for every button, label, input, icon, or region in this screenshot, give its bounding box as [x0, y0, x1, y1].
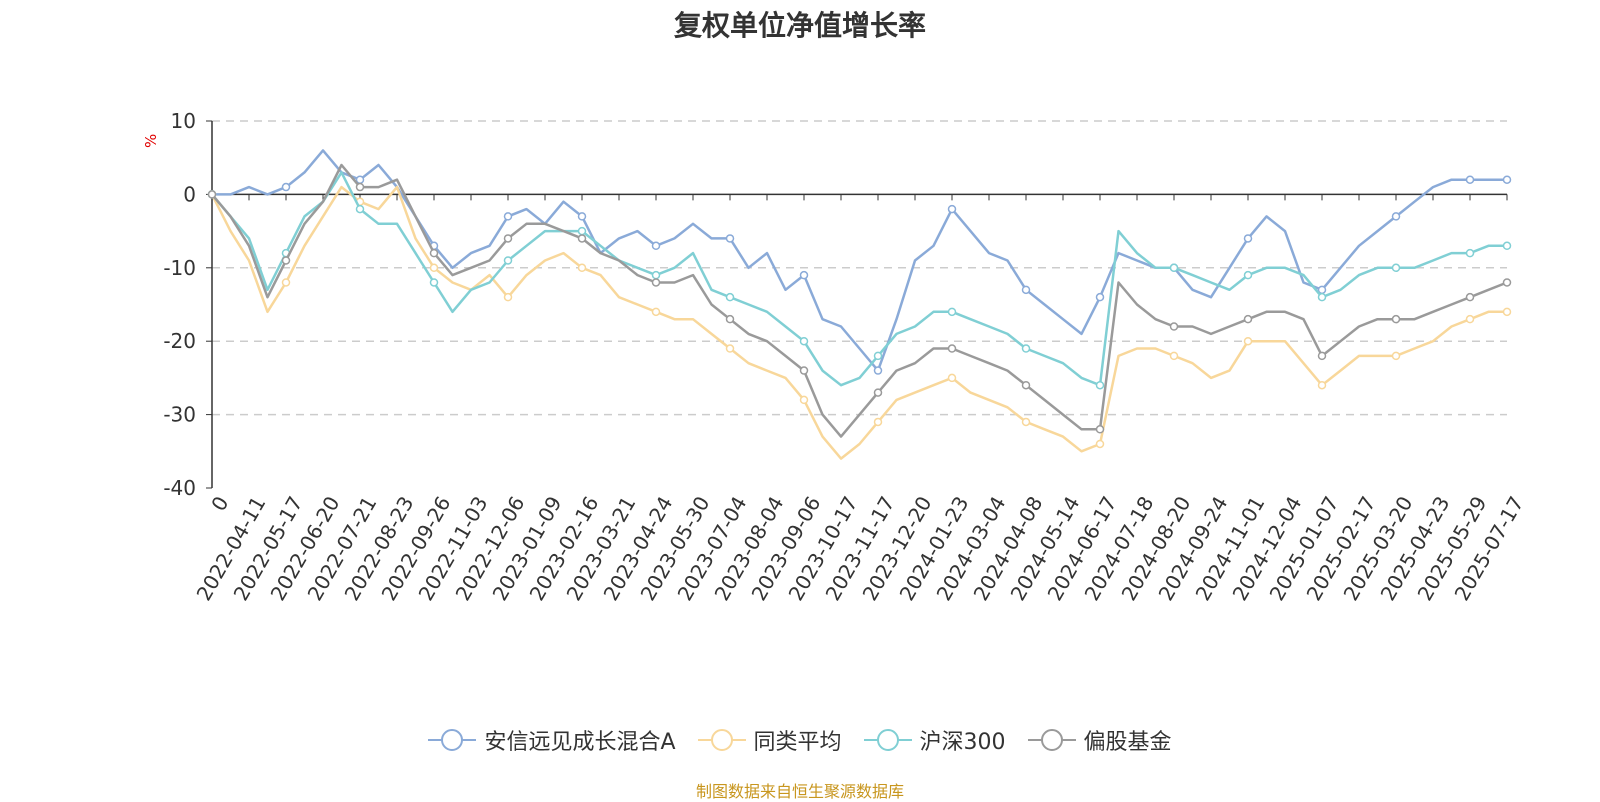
series-point-0	[1502, 175, 1512, 184]
series-point-0	[873, 366, 883, 375]
series-point-1	[503, 292, 513, 302]
series-point-3	[577, 234, 587, 243]
y-tick-label: -10	[163, 256, 196, 280]
series-point-0	[1243, 234, 1253, 243]
series-point-3	[1243, 314, 1253, 324]
series-point-3	[1317, 351, 1327, 361]
legend-marker-icon	[697, 728, 746, 752]
legend-label: 同类平均	[753, 730, 842, 755]
series-point-1	[1391, 351, 1401, 361]
series-point-1	[429, 263, 439, 273]
series-point-3	[1502, 278, 1512, 287]
legend-label: 沪深300	[919, 730, 1006, 755]
series-point-3	[429, 248, 439, 258]
series-point-2	[503, 256, 513, 265]
series-point-1	[799, 395, 809, 405]
series-point-2	[947, 307, 957, 317]
series-point-2	[1243, 270, 1253, 280]
legend-item-2[interactable]: 沪深300	[863, 724, 1006, 756]
y-tick-label: -20	[163, 329, 196, 353]
series-point-3	[799, 366, 809, 375]
series-point-0	[1095, 292, 1105, 302]
series-point-2	[355, 204, 365, 214]
y-tick-label: 0	[183, 182, 196, 206]
chart-legend: 安信远见成长混合A 同类平均 沪深300 偏股基金	[0, 724, 1600, 756]
series-point-3	[1391, 314, 1401, 324]
series-point-0	[281, 182, 291, 192]
series-point-0	[1021, 285, 1031, 295]
y-tick-label: -40	[163, 476, 196, 500]
series-point-1	[1169, 351, 1179, 361]
series-point-3	[725, 314, 735, 324]
series-point-2	[1021, 344, 1031, 353]
source-note: 制图数据来自恒生聚源数据库	[695, 782, 904, 801]
series-line-0	[212, 149, 1507, 372]
series-point-3	[651, 278, 661, 287]
series-line-3	[211, 163, 1508, 438]
series-point-1	[1465, 314, 1475, 324]
series-point-1	[577, 263, 587, 273]
series-point-0	[799, 270, 809, 280]
series-point-2	[1095, 380, 1105, 390]
series-point-2	[577, 226, 587, 236]
series-point-2	[1169, 263, 1179, 273]
y-tick-label: 10	[171, 109, 196, 133]
series-point-0	[1391, 212, 1401, 221]
legend-marker-icon	[863, 728, 912, 752]
series-point-0	[947, 204, 957, 214]
series-point-1	[873, 417, 883, 427]
series-point-0	[1465, 175, 1475, 184]
series-point-2	[1502, 241, 1512, 251]
x-tick-label: 0	[206, 492, 233, 515]
series-point-1	[651, 307, 661, 317]
series-point-1	[1317, 380, 1327, 390]
series-point-0	[355, 175, 365, 184]
series-point-2	[651, 270, 661, 280]
legend-marker-icon	[1027, 728, 1076, 752]
series-point-3	[355, 182, 365, 192]
series-point-1	[1095, 439, 1105, 449]
series-point-3	[281, 256, 291, 265]
series-point-2	[873, 351, 883, 361]
series-point-1	[1502, 307, 1512, 317]
series-line-2	[211, 171, 1507, 387]
series-point-3	[1465, 292, 1475, 302]
series-point-3	[207, 190, 217, 199]
legend-item-3[interactable]: 偏股基金	[1027, 724, 1172, 756]
chart-title: 复权单位净值增长率	[673, 9, 926, 42]
legend-label: 安信远见成长混合A	[484, 730, 676, 755]
legend-label: 偏股基金	[1083, 730, 1172, 755]
legend-item-1[interactable]: 同类平均	[697, 724, 842, 756]
y-tick-label: -30	[163, 403, 196, 427]
series-point-3	[1021, 380, 1031, 390]
series-point-1	[1243, 336, 1253, 346]
legend-item-0[interactable]: 安信远见成长混合A	[428, 724, 676, 756]
series-point-0	[1317, 285, 1327, 295]
series-point-0	[725, 234, 735, 243]
series-point-0	[503, 212, 513, 221]
series-point-0	[651, 241, 661, 251]
series-point-1	[281, 278, 291, 287]
legend-marker-icon	[428, 728, 477, 752]
series-point-1	[947, 373, 957, 383]
series-point-2	[799, 336, 809, 346]
series-point-2	[1391, 263, 1401, 273]
series-point-3	[873, 388, 883, 397]
series-point-2	[725, 292, 735, 302]
series-point-3	[1095, 425, 1105, 434]
series-point-2	[1465, 248, 1475, 258]
series-point-1	[1021, 417, 1031, 427]
series-point-3	[947, 344, 957, 353]
series-point-1	[725, 344, 735, 353]
series-point-3	[503, 234, 513, 243]
series-line-1	[210, 185, 1507, 460]
series-point-0	[577, 212, 587, 221]
series-point-2	[429, 278, 439, 287]
series-point-3	[1169, 322, 1179, 331]
series-point-2	[1317, 292, 1327, 302]
